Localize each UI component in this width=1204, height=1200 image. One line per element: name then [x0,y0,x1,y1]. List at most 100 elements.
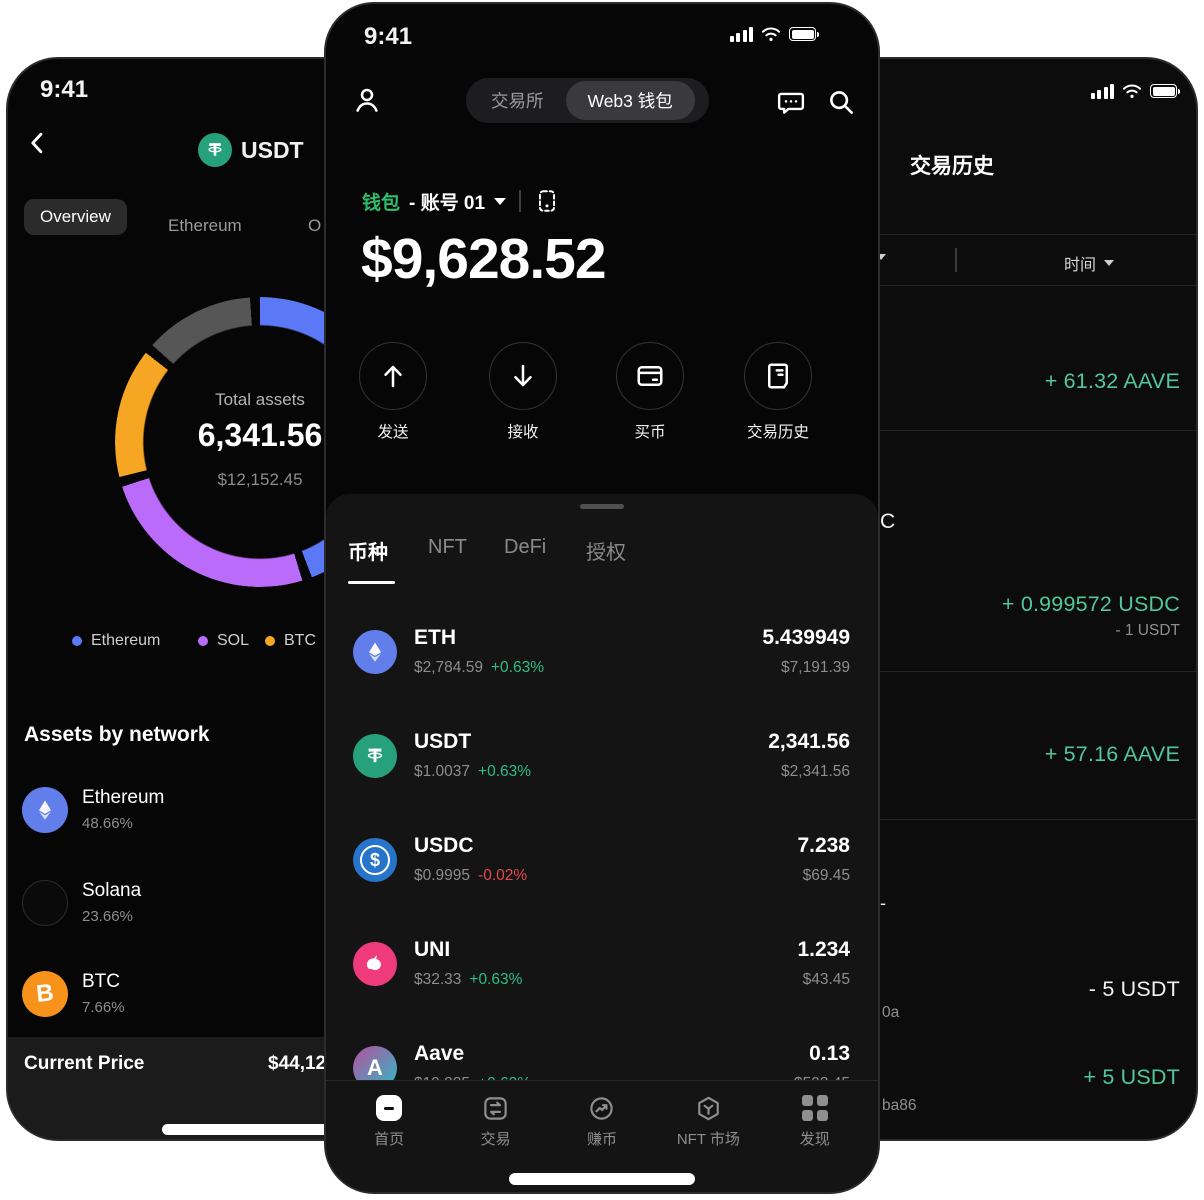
network-name: BTC [82,971,120,992]
token-symbol: USDT [414,730,472,753]
status-icons [1090,82,1180,100]
token-fiat-value: $43.45 [802,971,850,988]
send-arrow-icon [637,366,663,386]
profile-button[interactable] [352,85,382,115]
discover-icon [801,1094,829,1122]
token-row[interactable]: $ A USDC $0.9995-0.02% 7.238 $69.45 [326,820,878,924]
cutoff-text-fragment: C [880,510,896,533]
ethereum-icon [22,787,68,833]
token-price-row: $32.33 +0.63% [414,971,523,988]
token-fiat-value: $7,191.39 [781,659,850,676]
action-circle [359,342,427,410]
token-price-row: $0.9995 -0.02% [414,867,528,884]
account-selector[interactable]: 钱包 - 账号 01 [362,187,560,215]
token-amount: 2,341.56 [768,730,850,753]
transaction-row[interactable]: C + 0.999572 USDC - 1 USDT [644,431,1196,672]
send-arrow-icon [384,365,402,388]
legend-dot [72,636,82,646]
token-symbol: UNI [414,938,451,961]
legend-dot [265,636,275,646]
active-tab-underline [348,581,395,584]
current-price-label: Current Price [24,1053,145,1074]
network-name: Ethereum [82,787,165,808]
token-symbol: Aave [414,1042,465,1065]
drag-handle[interactable] [580,504,624,509]
nav-label: 首页 [374,1131,405,1148]
sheet-tab[interactable]: 授权 [586,542,626,564]
action-circle [616,342,684,410]
time-filter-label: 时间 [1064,257,1097,274]
quick-action-button[interactable]: 买币 [616,342,684,441]
transaction-row[interactable]: - - 5 USDT 0a [644,820,1196,1034]
network-row[interactable]: B BTC 7.66% [8,965,348,1049]
time-filter-dropdown[interactable]: 时间 [1064,251,1115,275]
total-assets-fiat: $12,152.45 [217,470,303,489]
bitcoin-icon: B [19,968,71,1020]
token-row[interactable]: $ A USDT $1.0037+0.63% 2,341.56 $2,341.5… [326,716,878,820]
network-percent: 23.66% [82,908,133,925]
nav-item[interactable]: NFT 市场 [658,1081,758,1192]
transaction-amount: + 61.32 AAVE [1044,369,1180,393]
transaction-row[interactable]: + 57.16 AAVE [644,672,1196,820]
support-chat-button[interactable] [776,87,806,117]
transaction-amount: + 0.999572 USDC [1001,592,1180,616]
cutoff-text-fragment: - [880,893,886,913]
account-name: - 账号 01 [409,192,486,214]
chat-bubble-icon [777,92,805,114]
sheet-tab[interactable]: DeFi [504,536,547,558]
assets-by-network-title: Assets by network [24,723,210,746]
network-name: Solana [82,880,142,901]
nav-item[interactable]: 交易 [446,1081,546,1192]
transaction-row[interactable]: + 5 USDT ba86 [644,1034,1196,1139]
filter-separator [955,248,957,272]
switcher-option[interactable]: 交易所 [491,91,544,111]
token-fiat-value: $2,341.56 [781,763,850,780]
back-button[interactable] [24,129,52,157]
back-chevron-icon [31,132,43,154]
quick-action-button[interactable]: 接收 [489,342,557,441]
search-button[interactable] [826,87,856,117]
signal-icon [729,26,753,42]
asset-tab[interactable]: Overview [24,199,127,235]
asset-tab[interactable]: O [308,216,322,235]
transaction-row[interactable]: + 61.32 AAVE [644,234,1196,431]
switcher-option[interactable]: Web3 钱包 [565,81,695,120]
asset-tab[interactable]: Ethereum [168,216,242,235]
quick-action-button[interactable]: 发送 [359,342,427,441]
page-title: USDT [241,137,304,163]
send-arrow-icon [768,363,788,389]
token-fiat-value: $69.45 [802,867,850,884]
nav-item[interactable]: 首页 [339,1081,439,1192]
total-balance: $9,628.52 [361,227,607,291]
total-assets-value: 6,341.56 [197,417,323,453]
transaction-amount: + 57.16 AAVE [1044,742,1180,766]
trade-icon [482,1094,510,1122]
eth-icon [353,630,397,674]
transaction-hash-fragment: ba86 [882,1097,917,1114]
token-row[interactable]: $ A ETH $2,784.59+0.63% 5.439949 $7,191.… [326,612,878,716]
token-row[interactable]: $ A UNI $32.33+0.63% 1.234 $43.45 [326,924,878,1028]
scan-qr-icon[interactable] [534,188,560,214]
network-row[interactable]: B Solana 23.66% [8,874,348,958]
usdt-token-icon [198,133,232,167]
nav-label: 发现 [799,1131,830,1148]
quick-action-button[interactable]: 交易历史 [744,342,812,441]
nav-label: 交易 [480,1131,511,1148]
nav-item[interactable]: 赚币 [552,1081,652,1192]
usdc-icon: $ [353,838,397,882]
aave-icon: A [353,1046,397,1090]
action-circle [489,342,557,410]
sheet-tab[interactable]: 币种 [348,542,388,564]
filter-caret-fragment[interactable] [876,254,886,260]
network-row[interactable]: B Ethereum 48.66% [8,781,348,865]
nav-item[interactable]: 发现 [765,1081,865,1192]
legend-item: SOL [198,632,249,650]
home-indicator [162,1124,362,1135]
transaction-amount: + 5 USDT [1083,1065,1180,1089]
action-label: 接收 [507,424,539,441]
sheet-tab[interactable]: NFT [428,536,467,558]
uni-icon [353,942,397,986]
wallet-home-screen: 9:41 交易所 Web3 钱包 钱包 - 账号 01 $9,628.52 [324,2,880,1194]
home-indicator [509,1173,695,1185]
